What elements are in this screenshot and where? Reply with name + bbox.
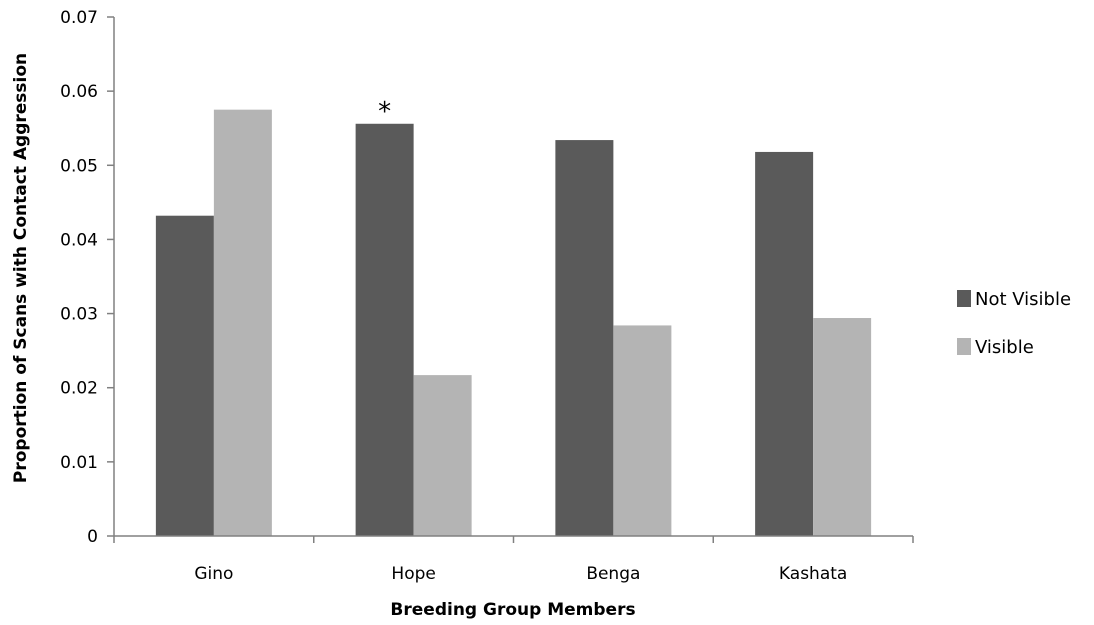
bar-group — [155, 109, 872, 536]
legend-label: Visible — [975, 337, 1034, 358]
bar-not-visible — [155, 215, 214, 536]
legend-swatch — [957, 290, 971, 307]
bar-not-visible — [755, 151, 814, 536]
significance-marker: * — [378, 97, 391, 127]
y-tick-label: 0.07 — [60, 8, 98, 28]
bar-visible — [813, 318, 872, 536]
y-axis-ticks: 0 0.01 0.02 0.03 0.04 0.05 0.06 0.07 — [60, 8, 114, 547]
y-axis-title: Proportion of Scans with Contact Aggress… — [11, 53, 31, 483]
x-tick-label: Hope — [391, 564, 435, 584]
bar-not-visible — [555, 140, 614, 536]
bar-not-visible — [355, 123, 414, 536]
bar-visible — [213, 109, 272, 536]
legend-swatch — [957, 338, 971, 355]
y-tick-label: 0.05 — [60, 156, 98, 176]
x-axis-title: Breeding Group Members — [390, 600, 635, 620]
x-tick-label: Benga — [586, 564, 640, 584]
annotation-group: * — [378, 97, 391, 127]
y-tick-label: 0.04 — [60, 230, 98, 250]
bar-visible — [413, 375, 472, 536]
y-tick-label: 0.01 — [60, 453, 98, 473]
x-tick-label: Gino — [194, 564, 233, 584]
x-tick-label: Kashata — [779, 564, 847, 584]
x-axis-ticks: Gino Hope Benga Kashata — [113, 536, 914, 584]
y-tick-label: 0.02 — [60, 379, 98, 399]
legend-label: Not Visible — [975, 289, 1071, 310]
y-tick-label: 0 — [87, 527, 98, 547]
y-tick-label: 0.06 — [60, 82, 98, 102]
y-tick-label: 0.03 — [60, 305, 98, 325]
bar-visible — [613, 325, 672, 536]
legend: Not Visible Visible — [957, 289, 1071, 358]
